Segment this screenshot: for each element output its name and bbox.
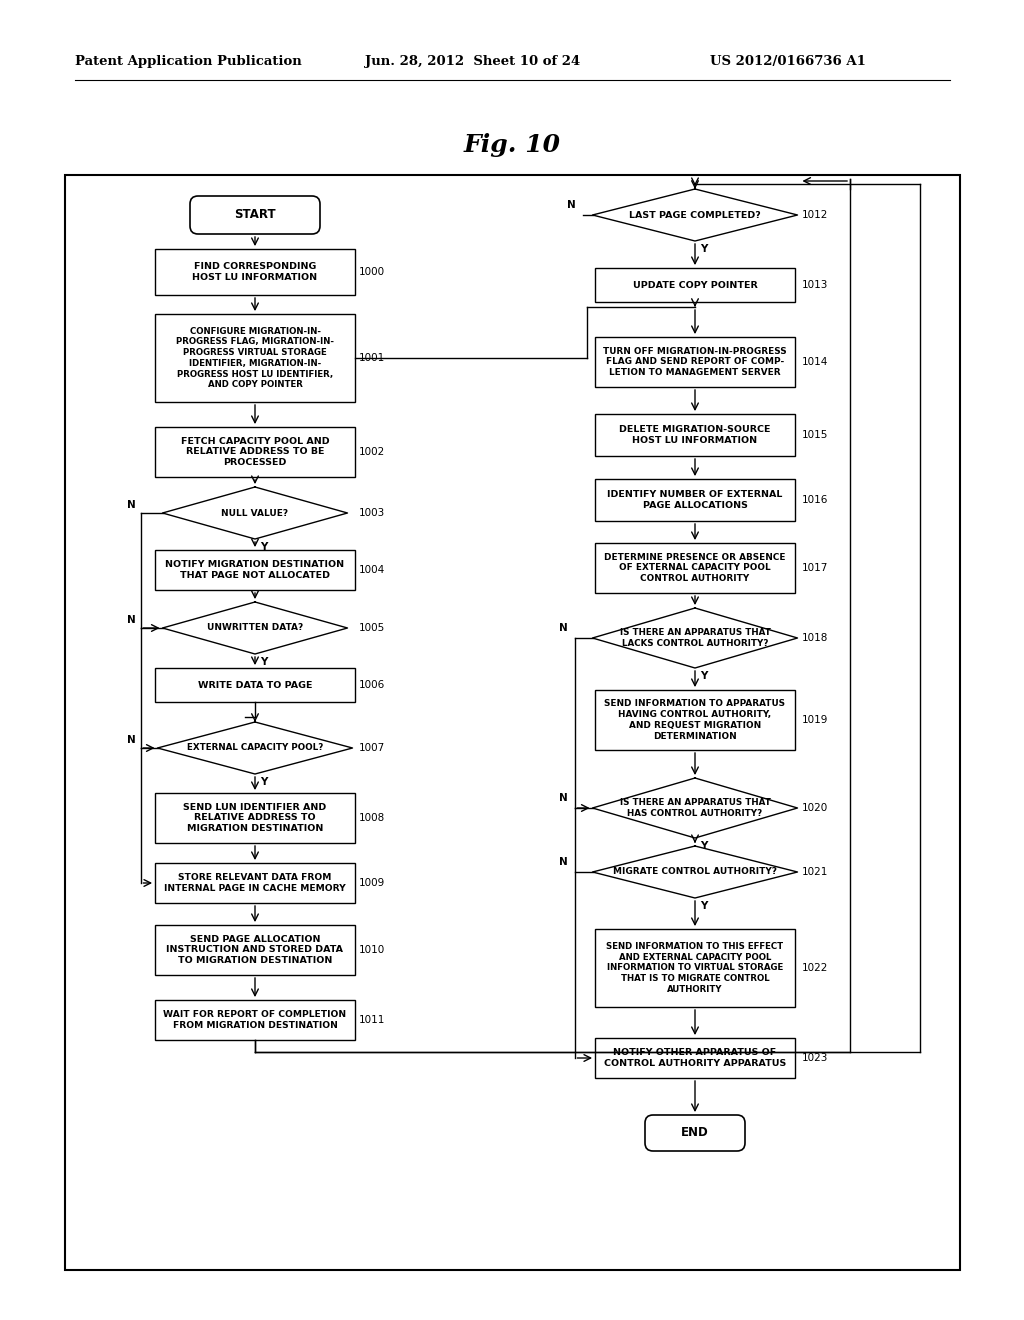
Text: WRITE DATA TO PAGE: WRITE DATA TO PAGE — [198, 681, 312, 689]
Text: NULL VALUE?: NULL VALUE? — [221, 508, 289, 517]
Text: Jun. 28, 2012  Sheet 10 of 24: Jun. 28, 2012 Sheet 10 of 24 — [365, 55, 581, 69]
Text: 1013: 1013 — [802, 280, 827, 290]
Text: Y: Y — [700, 841, 708, 851]
Text: 1021: 1021 — [802, 867, 827, 876]
Text: IS THERE AN APPARATUS THAT
HAS CONTROL AUTHORITY?: IS THERE AN APPARATUS THAT HAS CONTROL A… — [620, 799, 770, 818]
Text: Y: Y — [260, 543, 267, 552]
Bar — [155, 668, 355, 702]
Text: CONFIGURE MIGRATION-IN-
PROGRESS FLAG, MIGRATION-IN-
PROGRESS VIRTUAL STORAGE
ID: CONFIGURE MIGRATION-IN- PROGRESS FLAG, M… — [176, 326, 334, 389]
Text: 1022: 1022 — [802, 964, 827, 973]
Text: 1004: 1004 — [359, 565, 385, 576]
Text: Y: Y — [260, 657, 267, 667]
Bar — [595, 1038, 795, 1078]
Text: 1018: 1018 — [802, 634, 827, 643]
Bar — [65, 176, 961, 1270]
Bar — [155, 863, 355, 903]
Text: MIGRATE CONTROL AUTHORITY?: MIGRATE CONTROL AUTHORITY? — [613, 867, 777, 876]
Text: 1009: 1009 — [359, 878, 385, 888]
Text: FIND CORRESPONDING
HOST LU INFORMATION: FIND CORRESPONDING HOST LU INFORMATION — [193, 263, 317, 282]
Text: 1017: 1017 — [802, 564, 827, 573]
Bar — [595, 414, 795, 455]
Bar — [595, 268, 795, 302]
Text: NOTIFY OTHER APPARATUS OF
CONTROL AUTHORITY APPARATUS: NOTIFY OTHER APPARATUS OF CONTROL AUTHOR… — [604, 1048, 786, 1068]
Text: STORE RELEVANT DATA FROM
INTERNAL PAGE IN CACHE MEMORY: STORE RELEVANT DATA FROM INTERNAL PAGE I… — [164, 873, 346, 892]
Bar — [155, 1001, 355, 1040]
Bar — [155, 925, 355, 975]
Text: TURN OFF MIGRATION-IN-PROGRESS
FLAG AND SEND REPORT OF COMP-
LETION TO MANAGEMEN: TURN OFF MIGRATION-IN-PROGRESS FLAG AND … — [603, 347, 786, 378]
Text: Fig. 10: Fig. 10 — [464, 133, 560, 157]
Text: IDENTIFY NUMBER OF EXTERNAL
PAGE ALLOCATIONS: IDENTIFY NUMBER OF EXTERNAL PAGE ALLOCAT… — [607, 490, 782, 510]
Bar — [155, 426, 355, 477]
Text: N: N — [558, 857, 567, 867]
Bar — [155, 550, 355, 590]
Text: N: N — [127, 615, 135, 624]
FancyBboxPatch shape — [645, 1115, 745, 1151]
Text: Y: Y — [700, 902, 708, 911]
Bar — [595, 543, 795, 593]
Bar — [595, 479, 795, 521]
Text: 1010: 1010 — [359, 945, 385, 954]
Text: UNWRITTEN DATA?: UNWRITTEN DATA? — [207, 623, 303, 632]
Bar — [595, 690, 795, 750]
Text: Patent Application Publication: Patent Application Publication — [75, 55, 302, 69]
Text: END: END — [681, 1126, 709, 1139]
Text: 1003: 1003 — [359, 508, 385, 517]
Polygon shape — [593, 189, 798, 242]
Text: 1011: 1011 — [359, 1015, 385, 1026]
Bar — [155, 314, 355, 403]
Text: 1019: 1019 — [802, 715, 827, 725]
Text: SEND LUN IDENTIFIER AND
RELATIVE ADDRESS TO
MIGRATION DESTINATION: SEND LUN IDENTIFIER AND RELATIVE ADDRESS… — [183, 803, 327, 833]
Text: N: N — [558, 793, 567, 803]
Polygon shape — [163, 487, 347, 539]
Text: SEND PAGE ALLOCATION
INSTRUCTION AND STORED DATA
TO MIGRATION DESTINATION: SEND PAGE ALLOCATION INSTRUCTION AND STO… — [167, 935, 343, 965]
FancyBboxPatch shape — [190, 195, 319, 234]
Polygon shape — [158, 722, 352, 774]
Bar — [155, 793, 355, 843]
Text: 1023: 1023 — [802, 1053, 827, 1063]
Text: 1016: 1016 — [802, 495, 827, 506]
Text: SEND INFORMATION TO THIS EFFECT
AND EXTERNAL CAPACITY POOL
INFORMATION TO VIRTUA: SEND INFORMATION TO THIS EFFECT AND EXTE… — [606, 942, 783, 994]
Polygon shape — [163, 602, 347, 653]
Polygon shape — [593, 846, 798, 898]
Text: 1001: 1001 — [359, 352, 385, 363]
Text: 1002: 1002 — [359, 447, 385, 457]
Text: 1006: 1006 — [359, 680, 385, 690]
Text: LAST PAGE COMPLETED?: LAST PAGE COMPLETED? — [629, 210, 761, 219]
Text: N: N — [127, 735, 135, 744]
Polygon shape — [593, 609, 798, 668]
Text: 1014: 1014 — [802, 356, 827, 367]
Text: EXTERNAL CAPACITY POOL?: EXTERNAL CAPACITY POOL? — [186, 743, 324, 752]
Text: 1015: 1015 — [802, 430, 827, 440]
Polygon shape — [593, 777, 798, 838]
Text: FETCH CAPACITY POOL AND
RELATIVE ADDRESS TO BE
PROCESSED: FETCH CAPACITY POOL AND RELATIVE ADDRESS… — [180, 437, 330, 467]
Text: IS THERE AN APPARATUS THAT
LACKS CONTROL AUTHORITY?: IS THERE AN APPARATUS THAT LACKS CONTROL… — [620, 628, 770, 648]
Text: WAIT FOR REPORT OF COMPLETION
FROM MIGRATION DESTINATION: WAIT FOR REPORT OF COMPLETION FROM MIGRA… — [164, 1010, 346, 1030]
Text: Y: Y — [700, 671, 708, 681]
Text: N: N — [567, 201, 577, 210]
Bar — [595, 929, 795, 1007]
Text: 1005: 1005 — [359, 623, 385, 634]
Text: SEND INFORMATION TO APPARATUS
HAVING CONTROL AUTHORITY,
AND REQUEST MIGRATION
DE: SEND INFORMATION TO APPARATUS HAVING CON… — [604, 700, 785, 741]
Text: START: START — [234, 209, 275, 222]
Text: 1008: 1008 — [359, 813, 385, 822]
Text: 1012: 1012 — [802, 210, 827, 220]
Text: DETERMINE PRESENCE OR ABSENCE
OF EXTERNAL CAPACITY POOL
CONTROL AUTHORITY: DETERMINE PRESENCE OR ABSENCE OF EXTERNA… — [604, 553, 785, 583]
Text: 1020: 1020 — [802, 803, 827, 813]
Text: 1000: 1000 — [359, 267, 385, 277]
Text: DELETE MIGRATION-SOURCE
HOST LU INFORMATION: DELETE MIGRATION-SOURCE HOST LU INFORMAT… — [620, 425, 771, 445]
Text: US 2012/0166736 A1: US 2012/0166736 A1 — [710, 55, 866, 69]
Text: UPDATE COPY POINTER: UPDATE COPY POINTER — [633, 281, 758, 289]
Text: N: N — [127, 500, 135, 510]
Text: 1007: 1007 — [359, 743, 385, 752]
Bar — [595, 337, 795, 387]
Text: Y: Y — [700, 244, 708, 253]
Text: N: N — [558, 623, 567, 634]
Bar — [155, 249, 355, 294]
Text: NOTIFY MIGRATION DESTINATION
THAT PAGE NOT ALLOCATED: NOTIFY MIGRATION DESTINATION THAT PAGE N… — [166, 560, 344, 579]
Text: Y: Y — [260, 777, 267, 787]
